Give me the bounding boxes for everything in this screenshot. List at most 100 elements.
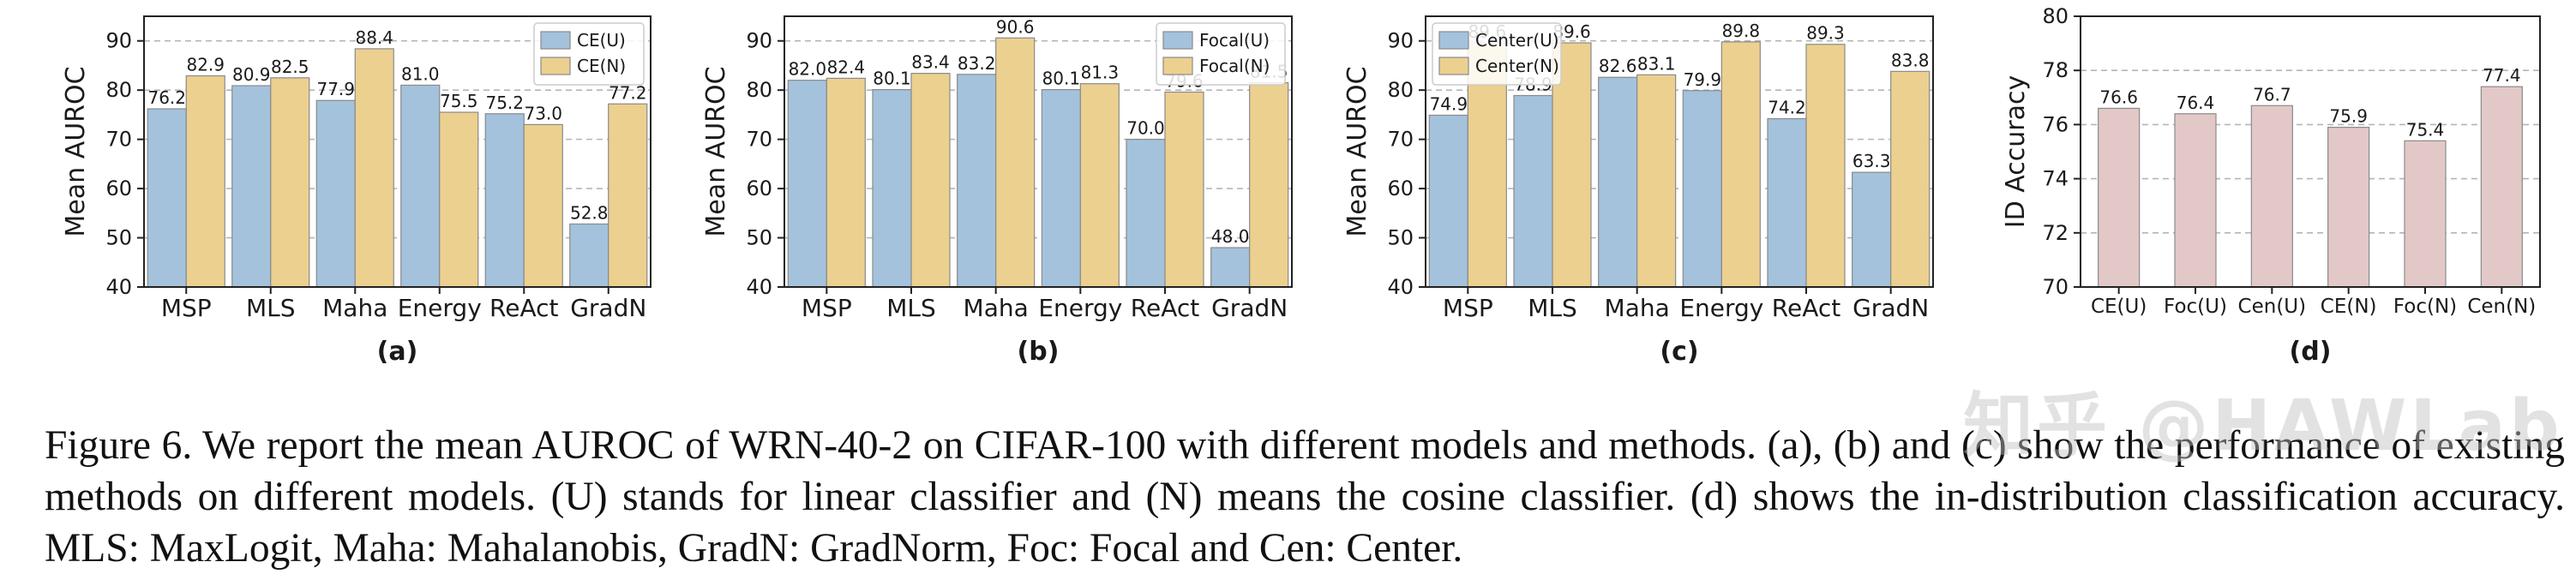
x-tick-label: Maha	[322, 294, 387, 322]
x-tick-label: MLS	[246, 294, 296, 322]
y-axis-label: Mean AUROC	[701, 66, 731, 236]
x-tick-label: Cen(U)	[2238, 296, 2307, 318]
data-label: 82.9	[186, 55, 225, 75]
data-label: 75.2	[485, 93, 524, 113]
y-tick-label: 50	[746, 226, 772, 250]
data-label: 82.4	[827, 57, 866, 77]
data-label: 83.4	[911, 52, 950, 73]
x-tick-label: Energy	[1038, 294, 1122, 322]
bar-focal-n--energy	[1079, 83, 1120, 288]
data-label: 82.5	[271, 57, 309, 77]
legend-swatch	[1162, 57, 1193, 75]
x-tick-label: Energy	[398, 294, 482, 322]
bar-center-n--maha	[1636, 74, 1677, 288]
chart-panel-2: 82.0 80.1 83.2 80.1 70.0 48.0 82.4 83.4 90.6 81.3…	[701, 15, 1293, 367]
bar-ce-u--react	[484, 113, 525, 288]
data-label: 73.0	[524, 103, 562, 123]
x-tick-label: Foc(U)	[2164, 296, 2227, 318]
y-tick-label: 40	[1387, 275, 1414, 299]
x-tick-label: MLS	[886, 294, 936, 322]
bar-ce-u--gradn	[569, 223, 609, 288]
data-label: 83.8	[1891, 50, 1930, 70]
legend: CE(U) CE(N)	[533, 22, 645, 86]
data-label: 76.4	[2177, 93, 2215, 113]
x-tick-label: Foc(N)	[2393, 296, 2457, 318]
data-label: 70.0	[1126, 118, 1165, 139]
plot-frame	[143, 15, 652, 288]
y-tick-label: 60	[746, 176, 772, 200]
legend-label: Focal(N)	[1199, 56, 1270, 76]
data-label: 74.2	[1768, 98, 1806, 118]
bar-center-u--msp	[1428, 114, 1468, 288]
y-tick-label: 80	[1387, 78, 1414, 102]
bar-focal-u--msp	[787, 80, 827, 288]
chart-panel-3: 74.978.982.679.974.263.389.689.683.189.8…	[1342, 15, 1934, 367]
data-label: 89.3	[1806, 23, 1845, 44]
y-axis-label: Mean AUROC	[1342, 66, 1372, 236]
data-label: 76.7	[2253, 84, 2291, 105]
x-tick-label: ReAct	[489, 294, 558, 322]
bar-id-accuracy-foc-n-	[2404, 140, 2447, 288]
y-tick-label: 80	[746, 78, 772, 102]
bar-id-accuracy-cen-u-	[2250, 105, 2293, 288]
data-label: 48.0	[1211, 226, 1250, 247]
data-label: 82.0	[789, 59, 827, 80]
legend-label: Focal(U)	[1199, 30, 1270, 51]
legend: Focal(U) Focal(N)	[1156, 22, 1286, 86]
figure-panels: 76.2 80.9 77.9 81.0 75.2 52.8 82.9 82.5 88.4 75.5…	[61, 4, 2541, 367]
bar-ce-n--react	[523, 123, 563, 288]
watermark: 知乎 @HAWLab	[1963, 386, 2563, 467]
bar-center-u--mls	[1513, 94, 1553, 288]
chart-panel-4: 76.6 76.4 76.7 75.9 75.4 77.4 70 72 74 76 78 80 CE(U…	[2001, 4, 2541, 367]
data-label: 83.1	[1637, 53, 1676, 74]
x-tick-label: CE(U)	[2091, 296, 2147, 318]
legend-label: CE(N)	[577, 56, 626, 76]
data-label: 75.9	[2329, 106, 2368, 127]
data-label: 82.6	[1599, 56, 1637, 76]
data-label: 76.2	[147, 87, 186, 108]
data-label: 90.6	[996, 16, 1035, 37]
data-label: 77.4	[2483, 65, 2521, 86]
y-tick-label: 70	[2042, 275, 2069, 299]
y-tick-label: 40	[746, 275, 772, 299]
data-label: 83.2	[958, 53, 996, 74]
legend-swatch	[1162, 31, 1193, 50]
data-label: 80.1	[1042, 69, 1081, 89]
data-label: 80.1	[873, 69, 911, 89]
x-tick-label: MSP	[802, 294, 852, 322]
bar-ce-n--msp	[185, 75, 225, 288]
x-tick-label: MLS	[1528, 294, 1577, 322]
y-tick-label: 90	[1387, 29, 1414, 53]
bar-focal-u--gradn	[1210, 247, 1251, 288]
y-tick-label: 80	[2042, 4, 2069, 28]
data-label: 52.8	[570, 202, 609, 223]
data-label: 77.2	[609, 82, 647, 103]
bar-focal-u--maha	[957, 74, 997, 288]
data-label: 63.3	[1852, 151, 1891, 171]
x-tick-label: ReAct	[1131, 294, 1199, 322]
legend: Center(U) Center(N)	[1432, 22, 1562, 86]
legend-swatch	[1438, 31, 1469, 50]
chart-panel-1: 76.2 80.9 77.9 81.0 75.2 52.8 82.9 82.5 88.4 75.5…	[61, 15, 652, 367]
y-tick-label: 80	[105, 78, 132, 102]
y-tick-label: 70	[1387, 128, 1414, 152]
legend-label: Center(N)	[1475, 56, 1559, 76]
bar-center-n--gradn	[1890, 70, 1930, 288]
bar-focal-n--maha	[995, 37, 1036, 288]
plot-frame	[2080, 15, 2541, 288]
figure-svg: 76.2 80.9 77.9 81.0 75.2 52.8 82.9 82.5 88.4 75.5…	[61, 4, 2541, 367]
bar-id-accuracy-foc-u-	[2174, 113, 2217, 288]
bar-id-accuracy-ce-u-	[2098, 107, 2141, 288]
data-label: 79.9	[1684, 69, 1722, 90]
legend-swatch	[1438, 57, 1469, 75]
bar-ce-n--maha	[354, 48, 394, 288]
data-label: 76.6	[2099, 87, 2138, 107]
bar-id-accuracy-ce-n-	[2327, 126, 2370, 288]
bar-center-u--gradn	[1852, 171, 1892, 288]
legend-label: Center(U)	[1475, 30, 1559, 51]
x-tick-label: MSP	[161, 294, 212, 322]
legend-swatch	[540, 57, 571, 75]
x-tick-label: GradN	[570, 294, 646, 322]
x-tick-label: CE(N)	[2321, 296, 2377, 318]
x-tick-label: MSP	[1443, 294, 1493, 322]
